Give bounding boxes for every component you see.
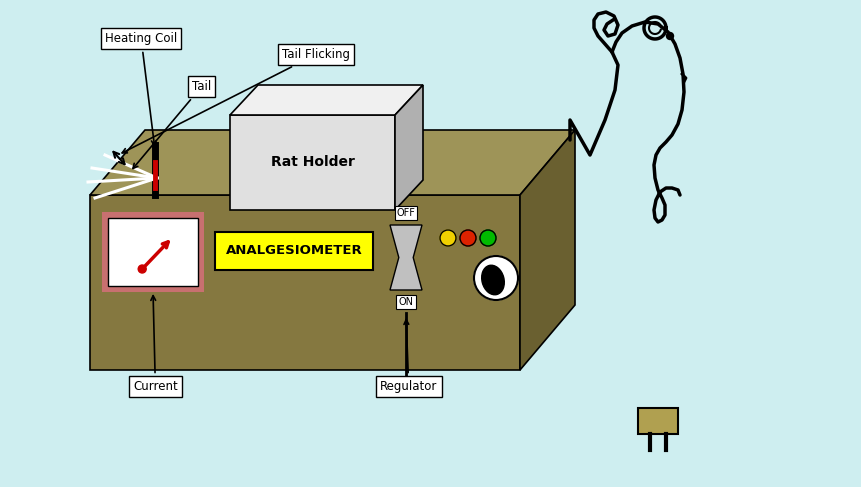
Polygon shape — [394, 85, 423, 210]
Circle shape — [439, 230, 455, 246]
Bar — [108, 218, 198, 286]
Text: Rat Holder: Rat Holder — [270, 155, 354, 169]
Circle shape — [666, 33, 672, 39]
Text: ANALGESIOMETER: ANALGESIOMETER — [226, 244, 362, 258]
Polygon shape — [230, 85, 423, 115]
Ellipse shape — [481, 265, 504, 295]
Circle shape — [480, 230, 495, 246]
Circle shape — [474, 256, 517, 300]
Bar — [637, 408, 678, 434]
Circle shape — [138, 265, 146, 273]
Text: Tail: Tail — [133, 80, 211, 169]
Text: ON: ON — [398, 297, 413, 307]
Polygon shape — [519, 130, 574, 370]
Text: Regulator: Regulator — [380, 319, 437, 393]
Polygon shape — [90, 130, 574, 195]
Text: Current: Current — [133, 296, 177, 393]
Bar — [90, 195, 519, 370]
Bar — [230, 115, 394, 210]
Bar — [102, 212, 204, 292]
Text: OFF: OFF — [396, 208, 415, 218]
Text: Tail Flicking: Tail Flicking — [122, 48, 350, 153]
Circle shape — [460, 230, 475, 246]
Text: Heating Coil: Heating Coil — [105, 32, 177, 146]
Polygon shape — [389, 225, 422, 290]
Bar — [214, 232, 373, 270]
